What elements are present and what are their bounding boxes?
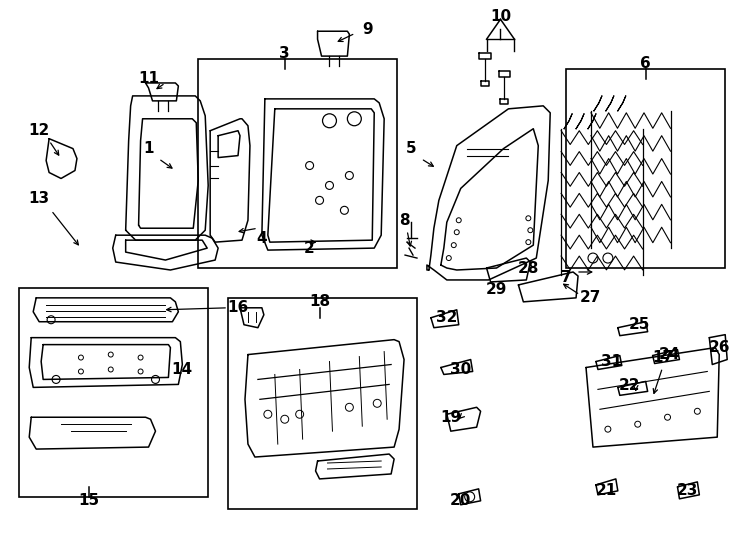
Bar — [19, 288, 208, 497]
Text: 5: 5 — [406, 141, 416, 156]
Bar — [228, 298, 417, 509]
Text: 23: 23 — [677, 483, 698, 498]
Text: 12: 12 — [29, 123, 50, 138]
Text: 20: 20 — [450, 494, 471, 508]
Text: 30: 30 — [450, 362, 471, 377]
Text: 29: 29 — [486, 282, 507, 298]
Text: 25: 25 — [629, 317, 650, 332]
Text: 7: 7 — [561, 271, 572, 286]
Text: 26: 26 — [708, 340, 730, 355]
Text: 6: 6 — [640, 56, 651, 71]
Text: 2: 2 — [304, 241, 315, 255]
Text: 9: 9 — [362, 22, 373, 37]
Text: 31: 31 — [601, 354, 622, 369]
Text: 3: 3 — [280, 45, 290, 60]
Text: 16: 16 — [228, 300, 249, 315]
Text: 15: 15 — [79, 494, 99, 508]
Text: 8: 8 — [399, 213, 410, 228]
Text: 21: 21 — [595, 483, 617, 498]
Text: 4: 4 — [257, 231, 267, 246]
Bar — [566, 69, 725, 268]
Text: 10: 10 — [490, 9, 511, 24]
Text: 19: 19 — [440, 410, 462, 425]
Text: 14: 14 — [172, 362, 193, 377]
Text: 27: 27 — [579, 291, 600, 305]
Text: 24: 24 — [659, 347, 680, 362]
Text: 13: 13 — [29, 191, 50, 206]
Text: 18: 18 — [309, 294, 330, 309]
Text: 28: 28 — [517, 260, 539, 275]
Text: 17: 17 — [652, 350, 673, 365]
Text: 1: 1 — [143, 141, 154, 156]
Text: 32: 32 — [436, 310, 457, 325]
Text: 11: 11 — [138, 71, 159, 86]
Text: 22: 22 — [619, 378, 641, 393]
Bar — [198, 59, 397, 268]
